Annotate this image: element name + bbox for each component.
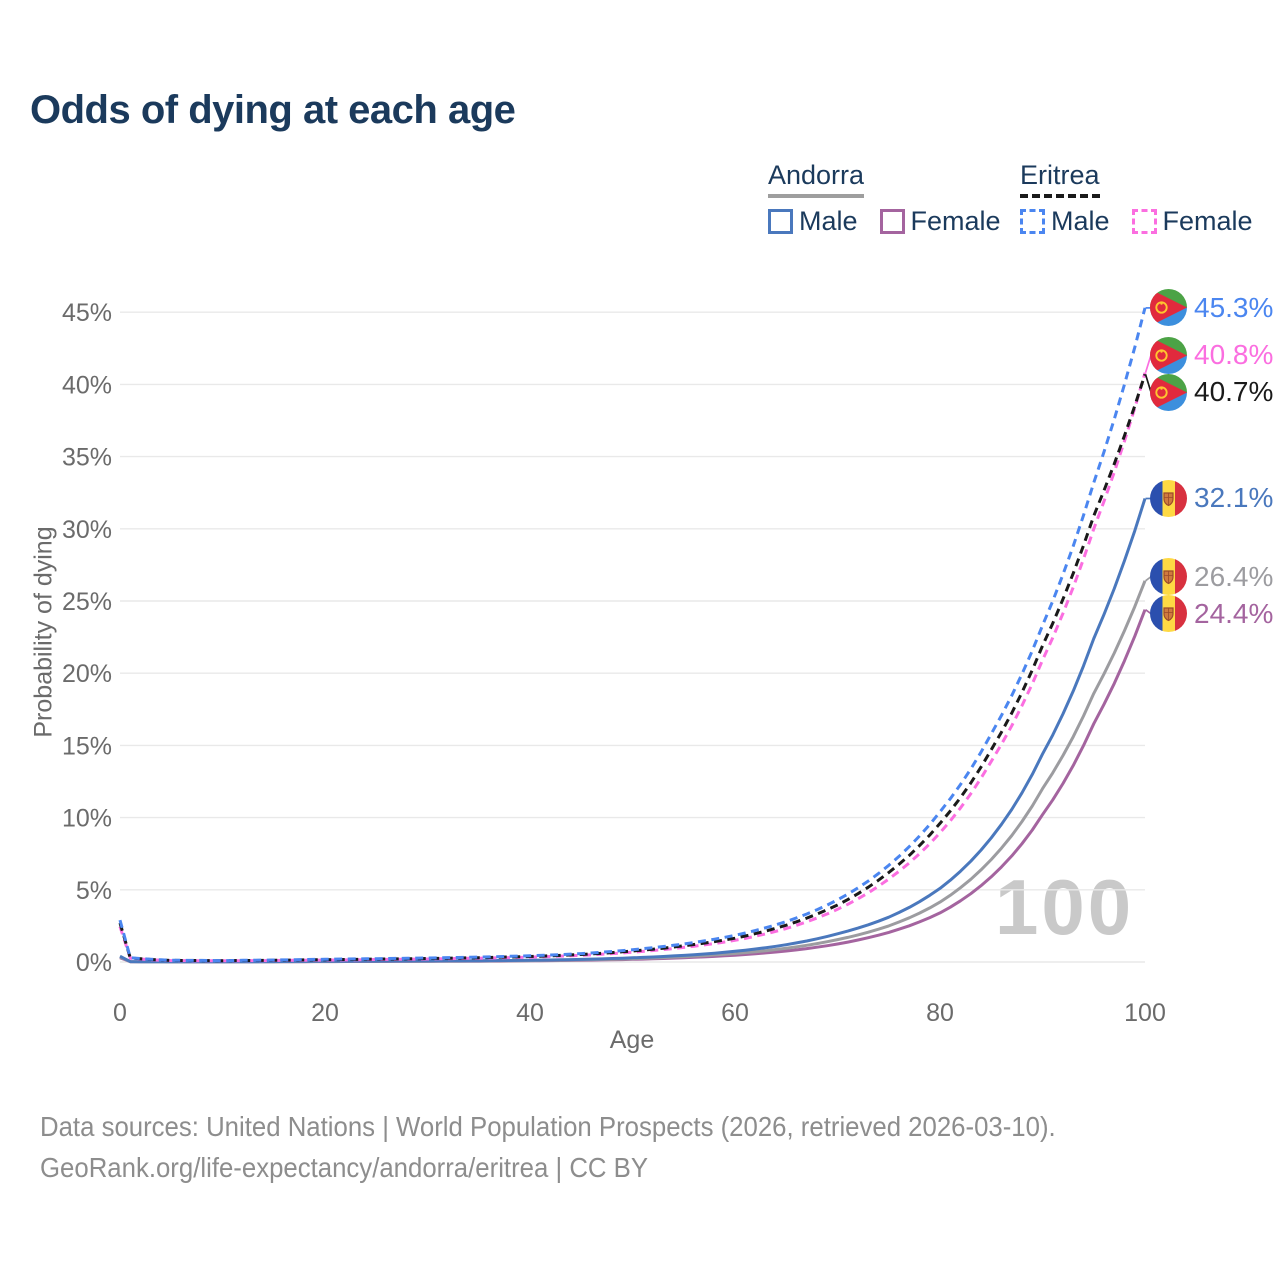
legend-item-andorra-male[interactable]: Male (768, 206, 858, 237)
y-tick-label: 30% (62, 516, 112, 544)
legend-item-eritrea-male[interactable]: Male (1020, 206, 1110, 237)
end-label-value: 26.4% (1194, 560, 1274, 592)
eritrea-flag-icon (1150, 289, 1187, 327)
watermark-age-100: 100 (995, 863, 1135, 951)
andorra-female-swatch-icon (879, 209, 905, 234)
series-line-andorra-female[interactable] (119, 609, 1147, 964)
end-label-andorra-female: 24.4% (1150, 595, 1274, 633)
y-tick-label: 5% (76, 877, 112, 905)
end-label-value: 32.1% (1194, 482, 1274, 514)
x-tick-label: 20 (311, 999, 339, 1027)
end-label-andorra-both-sexes: 26.4% (1150, 558, 1274, 596)
legend-items-andorra: Male Female (768, 206, 1001, 237)
y-tick-label: 10% (62, 805, 112, 833)
legend-item-andorra-female[interactable]: Female (879, 206, 1001, 237)
legend-item-label: Male (1051, 206, 1110, 236)
legend-items-eritrea: Male Female (1020, 206, 1253, 237)
series-line-andorra-male[interactable] (119, 498, 1147, 964)
end-label-value: 24.4% (1194, 597, 1274, 629)
legend: Andorra Male Female Eritrea Male Female (0, 160, 1280, 250)
series-line-andorra-both-sexes[interactable] (119, 580, 1147, 964)
andorra-flag-icon (1150, 479, 1187, 517)
legend-group-andorra: Andorra Male Female (768, 160, 1001, 237)
y-tick-label: 45% (62, 299, 112, 327)
legend-item-label: Male (799, 206, 858, 236)
x-tick-label: 60 (721, 999, 749, 1027)
y-tick-label: 0% (76, 949, 112, 977)
page-title: Odds of dying at each age (30, 88, 516, 132)
x-tick-label: 100 (1124, 999, 1166, 1027)
legend-item-label: Female (1162, 206, 1253, 236)
x-tick-label: 40 (516, 999, 544, 1027)
end-label-value: 40.8% (1194, 339, 1274, 371)
andorra-flag-icon (1150, 558, 1187, 596)
series-line-eritrea-female[interactable] (118, 372, 1147, 963)
andorra-male-swatch-icon (768, 209, 793, 234)
andorra-flag-icon (1150, 595, 1187, 633)
legend-item-eritrea-female[interactable]: Female (1131, 206, 1253, 237)
eritrea-flag-icon (1150, 373, 1187, 411)
eritrea-male-swatch-icon (1020, 209, 1045, 234)
y-tick-label: 25% (62, 588, 112, 616)
end-label-andorra-male: 32.1% (1150, 479, 1274, 517)
y-tick-label: 40% (62, 371, 112, 399)
legend-country-andorra[interactable]: Andorra (768, 160, 865, 198)
legend-group-eritrea: Eritrea Male Female (1020, 160, 1253, 237)
footer: Data sources: United Nations | World Pop… (40, 1106, 1056, 1188)
end-label-eritrea-both-sexes: 40.7% (1150, 373, 1274, 411)
y-tick-label: 35% (62, 444, 112, 472)
y-tick-label: 20% (62, 660, 112, 688)
x-tick-label: 80 (926, 999, 954, 1027)
y-tick-label: 15% (62, 732, 112, 760)
eritrea-female-swatch-icon (1131, 209, 1157, 234)
x-axis-title: Age (609, 1026, 655, 1054)
footer-attribution: GeoRank.org/life-expectancy/andorra/erit… (40, 1152, 649, 1183)
end-label-value: 40.7% (1194, 376, 1274, 408)
x-tick-label: 0 (113, 999, 127, 1027)
legend-country-eritrea[interactable]: Eritrea (1020, 160, 1100, 198)
end-label-eritrea-male: 45.3% (1150, 289, 1274, 327)
eritrea-flag-icon (1150, 336, 1187, 374)
end-label-eritrea-female: 40.8% (1150, 336, 1274, 374)
legend-item-label: Female (910, 206, 1001, 236)
series-line-eritrea-male[interactable] (118, 307, 1147, 963)
footer-sources: Data sources: United Nations | World Pop… (40, 1111, 1056, 1142)
end-label-value: 45.3% (1194, 291, 1274, 323)
series-line-eritrea-both-sexes[interactable] (118, 373, 1147, 963)
